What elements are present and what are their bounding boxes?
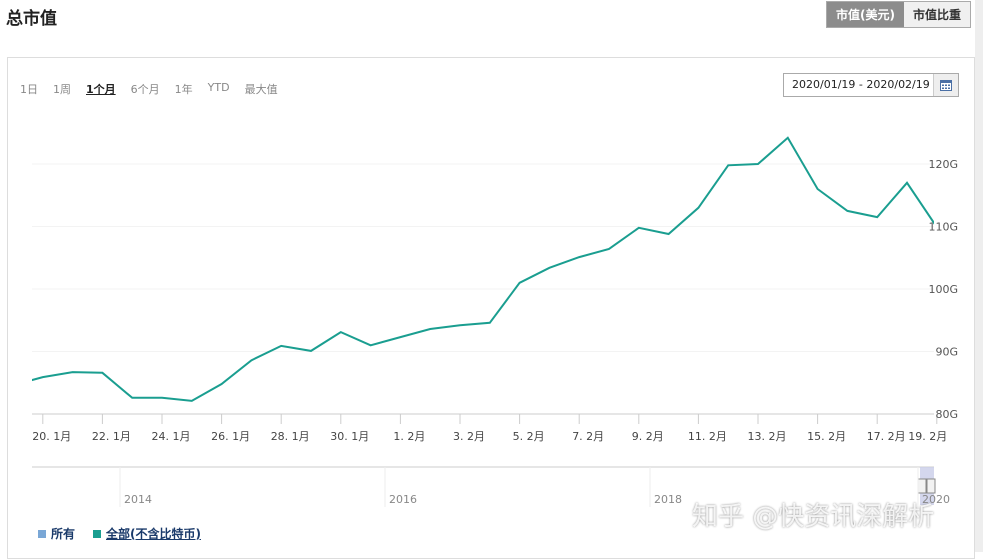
legend: 所有 全部(不含比特币) [38, 525, 201, 542]
x-tick-label: 17. 2月 [867, 430, 906, 443]
x-tick-label: 5. 2月 [513, 430, 545, 443]
date-range-input[interactable]: 2020/01/19 - 2020/02/19 [783, 73, 959, 97]
view-toggle: 市值(美元) 市值比重 [826, 1, 971, 28]
legend-item-excl-btc[interactable]: 全部(不含比特币) [93, 525, 201, 542]
x-tick-label: 7. 2月 [572, 430, 604, 443]
x-tick-label: 28. 1月 [271, 430, 310, 443]
range-1w[interactable]: 1周 [53, 83, 71, 96]
toggle-market-share[interactable]: 市值比重 [903, 2, 970, 27]
series-line [32, 136, 934, 402]
navigator-year-label: 2018 [654, 493, 682, 506]
x-tick-label: 3. 2月 [453, 430, 485, 443]
navigator-handle-right[interactable] [926, 478, 936, 494]
x-tick-label: 22. 1月 [92, 430, 131, 443]
y-tick-label: 110G [928, 221, 958, 234]
x-tick-label: 11. 2月 [688, 430, 727, 443]
x-tick-label: 30. 1月 [330, 430, 369, 443]
legend-swatch [38, 530, 46, 538]
x-tick-label: 13. 2月 [748, 430, 787, 443]
chart-panel [7, 57, 975, 559]
x-tick-label: 19. 2月 [908, 430, 947, 443]
x-tick-label: 9. 2月 [632, 430, 664, 443]
range-ytd[interactable]: YTD [207, 81, 230, 94]
calendar-icon[interactable] [933, 74, 958, 96]
navigator-year-label: 2020 [922, 493, 950, 506]
range-selector: 1日 1周 1个月 6个月 1年 YTD 最大值 [20, 81, 293, 97]
range-6m[interactable]: 6个月 [130, 83, 160, 96]
x-tick-label: 15. 2月 [807, 430, 846, 443]
range-1d[interactable]: 1日 [20, 83, 38, 96]
page-scrollbar[interactable] [975, 0, 983, 552]
navigator[interactable]: 2014 2016 2018 2020 [32, 466, 950, 507]
legend-label: 全部(不含比特币) [106, 527, 201, 541]
navigator-year-label: 2016 [389, 493, 417, 506]
y-tick-label: 80G [935, 408, 958, 421]
x-tick-label: 24. 1月 [152, 430, 191, 443]
legend-item-all[interactable]: 所有 [38, 525, 75, 542]
range-max[interactable]: 最大值 [244, 83, 278, 96]
page-title: 总市值 [6, 9, 57, 29]
navigator-year-label: 2014 [124, 493, 152, 506]
range-1m[interactable]: 1个月 [86, 83, 116, 96]
legend-label: 所有 [51, 527, 76, 541]
y-tick-label: 90G [935, 346, 958, 359]
range-1y[interactable]: 1年 [174, 83, 193, 96]
y-tick-label: 100G [928, 283, 958, 296]
x-tick-label: 1. 2月 [393, 430, 425, 443]
legend-swatch [93, 530, 102, 538]
navigator-handle-left[interactable] [917, 478, 927, 494]
toggle-market-cap-usd[interactable]: 市值(美元) [827, 2, 904, 27]
date-range-text[interactable]: 2020/01/19 - 2020/02/19 [792, 78, 930, 91]
x-tick-label: 26. 1月 [211, 430, 250, 443]
x-tick-label: 20. 1月 [32, 430, 71, 443]
y-tick-label: 120G [928, 158, 958, 171]
watermark: 知乎 @快资讯深解析 [692, 502, 935, 532]
